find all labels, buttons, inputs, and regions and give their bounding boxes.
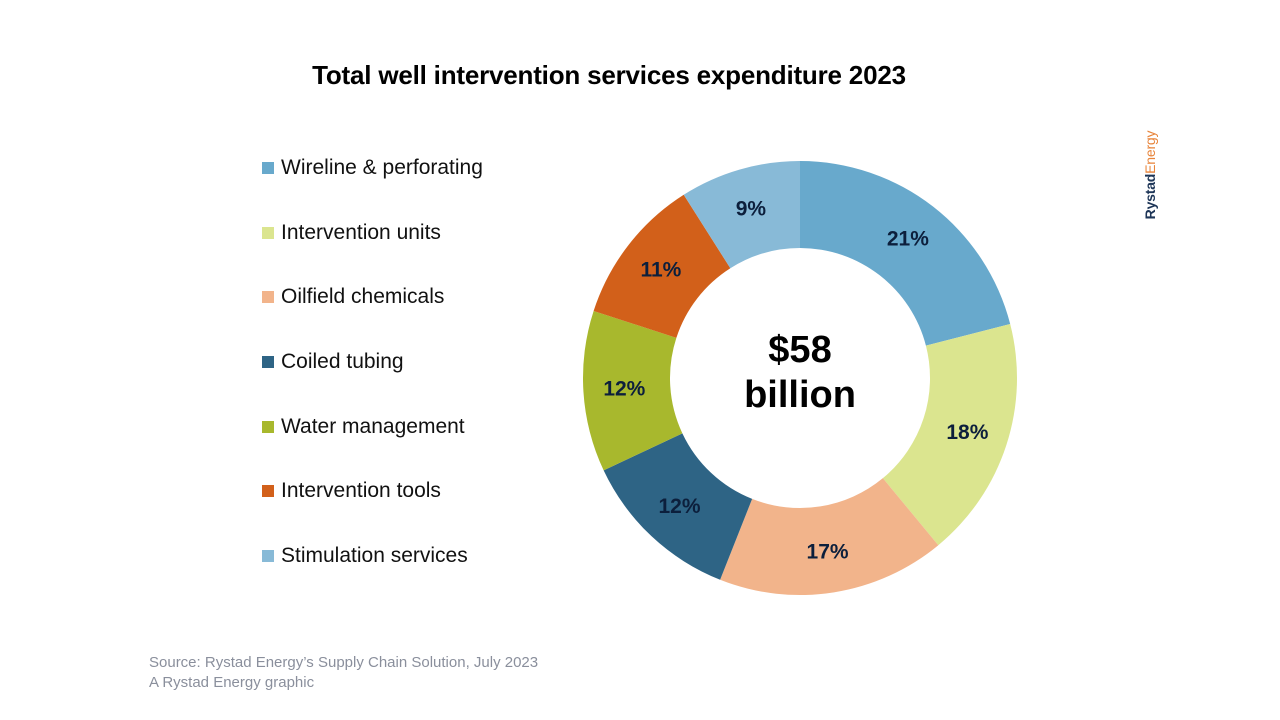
donut-slice xyxy=(582,310,683,471)
slice-label: 12% xyxy=(603,378,645,401)
legend-label: Intervention tools xyxy=(281,479,441,503)
legend-label: Wireline & perforating xyxy=(281,156,483,179)
legend-item: Oilfield chemicals xyxy=(262,285,483,350)
legend-item: Stimulation services xyxy=(262,544,483,609)
donut-slice xyxy=(603,433,753,580)
legend-item: Intervention units xyxy=(262,221,483,286)
slice-label: 12% xyxy=(659,495,701,518)
donut-slice xyxy=(593,194,731,338)
legend-swatch xyxy=(262,226,274,239)
donut-slice xyxy=(800,161,1011,346)
legend-item: Intervention tools xyxy=(262,479,483,544)
center-unit: billion xyxy=(744,374,856,416)
donut-center-label: $58 billion xyxy=(700,328,900,418)
center-value: $58 xyxy=(768,329,832,371)
legend-item: Water management xyxy=(262,415,483,480)
slice-label: 9% xyxy=(736,197,767,220)
slice-label: 21% xyxy=(887,227,929,250)
legend-swatch xyxy=(262,550,274,563)
donut-slice xyxy=(683,161,800,269)
chart-title: Total well intervention services expendi… xyxy=(312,60,906,90)
legend-swatch xyxy=(262,291,274,304)
source-line: Source: Rystad Energy’s Supply Chain Sol… xyxy=(149,654,539,671)
legend-swatch xyxy=(262,420,274,433)
source-note: Source: Rystad Energy’s Supply Chain Sol… xyxy=(149,653,538,693)
slice-label: 17% xyxy=(807,540,849,563)
legend-label: Intervention units xyxy=(281,220,441,244)
legend-label: Oilfield chemicals xyxy=(281,285,445,309)
legend-swatch xyxy=(262,485,274,498)
donut-slice xyxy=(882,324,1017,546)
donut-slice xyxy=(720,478,939,595)
legend-label: Coiled tubing xyxy=(281,350,404,374)
credit-line: A Rystad Energy graphic xyxy=(149,674,315,691)
slice-label: 11% xyxy=(640,259,681,282)
slice-label: 18% xyxy=(946,421,988,444)
legend: Wireline & perforating Intervention units… xyxy=(262,156,483,609)
legend-item: Wireline & perforating xyxy=(262,156,483,221)
legend-label: Stimulation services xyxy=(281,544,468,568)
legend-item: Coiled tubing xyxy=(262,350,483,415)
brand-logo: RystadEnergy xyxy=(1142,130,1158,220)
legend-swatch xyxy=(262,162,274,174)
legend-label: Water management xyxy=(281,414,465,438)
legend-swatch xyxy=(262,356,274,369)
